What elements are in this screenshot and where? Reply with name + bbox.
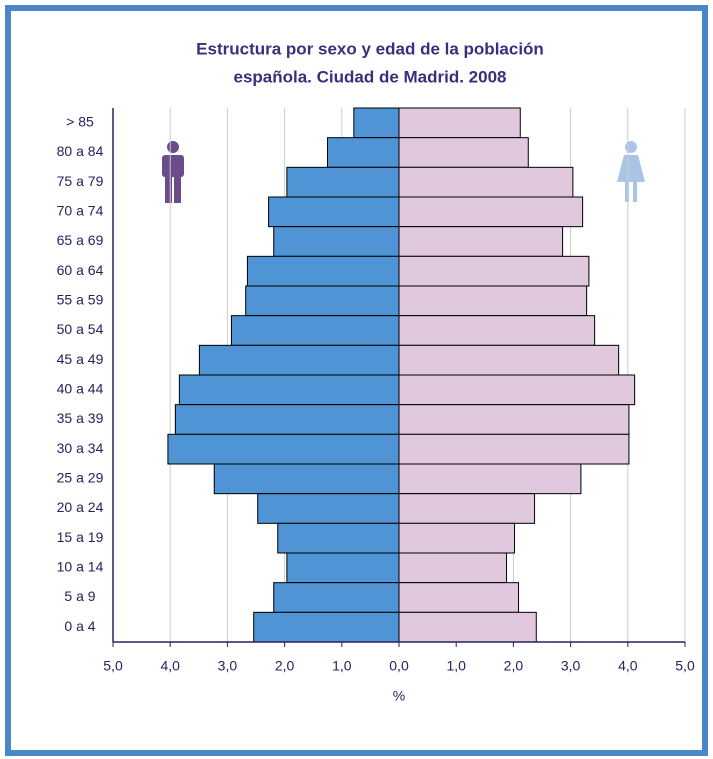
x-tick-label: 0,0 — [389, 658, 409, 674]
male-icon — [162, 141, 184, 203]
bar — [277, 522, 400, 554]
bar — [398, 137, 529, 168]
bar — [178, 374, 400, 406]
y-tick-label: 0 a 4 — [64, 618, 95, 634]
y-tick-label: 35 a 39 — [57, 410, 104, 426]
bar — [253, 611, 400, 643]
bar — [245, 285, 400, 317]
bar — [398, 493, 536, 524]
y-tick-label: > 85 — [66, 114, 94, 130]
bar — [398, 255, 590, 287]
x-tick-label: 5,0 — [675, 658, 695, 674]
bar — [257, 493, 400, 524]
y-tick-label: 5 a 9 — [64, 588, 95, 604]
bar — [230, 315, 400, 346]
bar — [398, 522, 516, 554]
bar — [286, 166, 400, 198]
y-tick-label: 45 a 49 — [57, 351, 104, 367]
bar — [398, 582, 520, 613]
y-tick-label: 80 a 84 — [57, 143, 104, 159]
bar — [327, 137, 400, 168]
bar — [246, 255, 400, 287]
y-tick-label: 30 a 34 — [57, 440, 104, 456]
x-tick-label: 3,0 — [218, 658, 238, 674]
x-tick-label: 1,0 — [332, 658, 352, 674]
x-tick-label: 2,0 — [275, 658, 295, 674]
bar — [273, 582, 400, 613]
bar — [398, 285, 588, 317]
x-tick-label: 2,0 — [504, 658, 524, 674]
chart-title: española. Ciudad de Madrid. 2008 — [233, 67, 506, 86]
bar — [398, 226, 564, 257]
x-axis-label: % — [393, 688, 405, 704]
bar — [353, 107, 400, 139]
x-tick-label: 4,0 — [160, 658, 180, 674]
bar — [398, 107, 521, 139]
bar — [398, 463, 582, 495]
bar — [398, 374, 636, 406]
x-tick-label: 3,0 — [561, 658, 581, 674]
female-icon — [617, 141, 645, 202]
bar — [398, 196, 584, 228]
bar — [167, 433, 400, 465]
bar — [398, 166, 574, 198]
bar — [398, 404, 630, 435]
y-tick-label: 65 a 69 — [57, 232, 104, 248]
bar — [398, 552, 508, 584]
bar — [198, 344, 400, 376]
bar — [398, 344, 620, 376]
bar — [398, 315, 596, 346]
y-tick-label: 75 a 79 — [57, 173, 104, 189]
y-tick-label: 40 a 44 — [57, 381, 104, 397]
x-tick-label: 4,0 — [618, 658, 638, 674]
bar — [286, 552, 400, 584]
x-tick-label: 5,0 — [103, 658, 123, 674]
bar — [398, 433, 630, 465]
chart-title: Estructura por sexo y edad de la poblaci… — [196, 39, 544, 58]
bar — [268, 196, 400, 228]
y-tick-label: 70 a 74 — [57, 203, 104, 219]
bar — [398, 611, 537, 643]
y-tick-label: 15 a 19 — [57, 529, 104, 545]
y-tick-label: 10 a 14 — [57, 559, 104, 575]
bar — [213, 463, 400, 495]
bar — [273, 226, 400, 257]
y-tick-label: 25 a 29 — [57, 470, 104, 486]
bar — [174, 404, 400, 435]
y-tick-label: 55 a 59 — [57, 292, 104, 308]
y-tick-label: 20 a 24 — [57, 499, 104, 515]
frame — [5, 5, 708, 756]
y-tick-label: 60 a 64 — [57, 262, 104, 278]
x-tick-label: 1,0 — [446, 658, 466, 674]
y-tick-label: 50 a 54 — [57, 321, 104, 337]
